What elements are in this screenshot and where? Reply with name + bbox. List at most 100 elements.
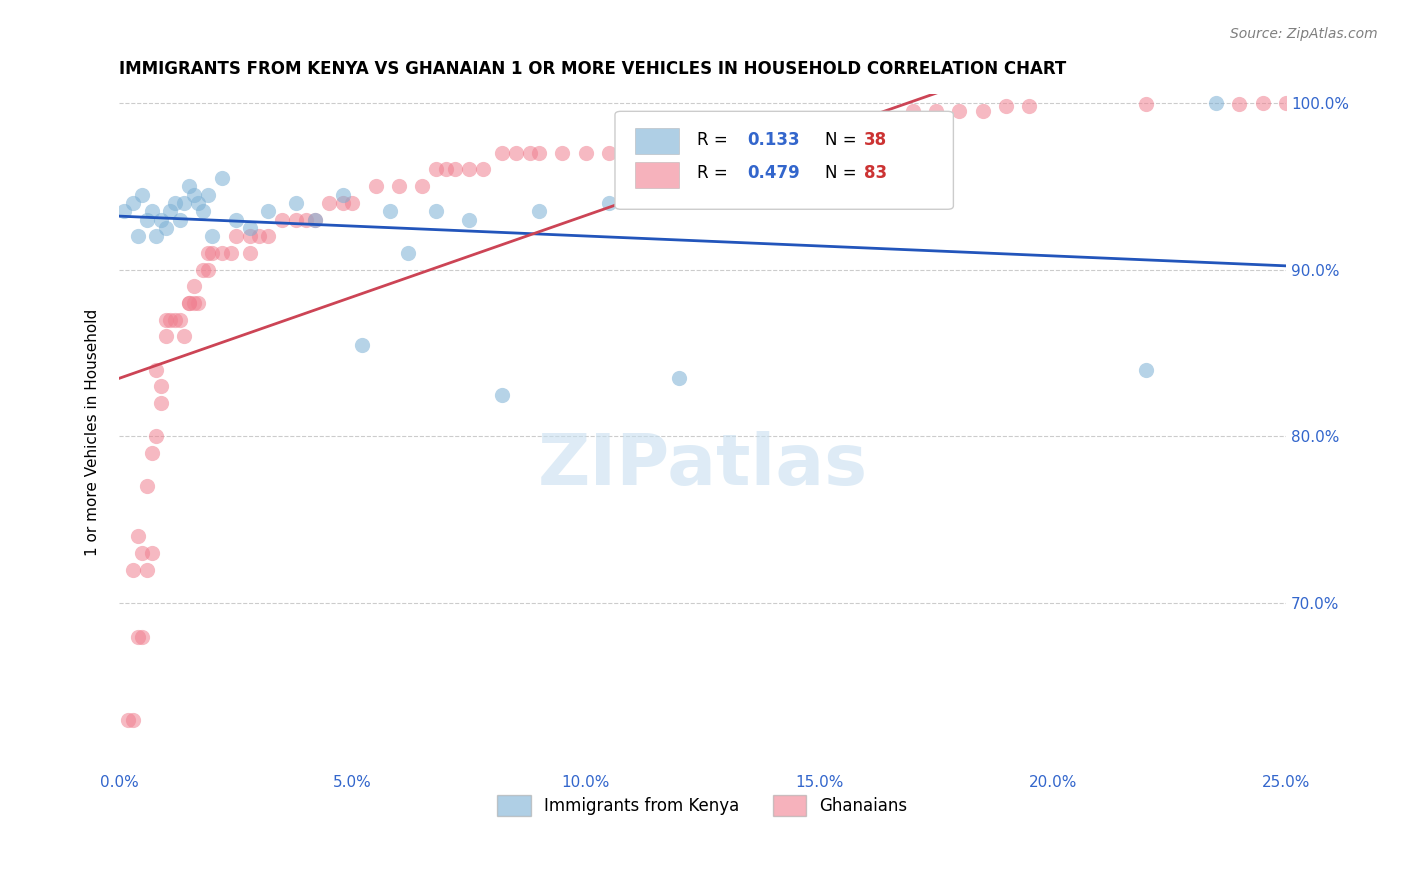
Point	[257, 229, 280, 244]
Point	[519, 145, 541, 160]
Point	[598, 195, 620, 210]
Point	[177, 179, 200, 194]
Point	[458, 162, 481, 177]
Point	[150, 396, 173, 410]
Point	[527, 204, 550, 219]
Point	[332, 187, 354, 202]
Point	[425, 204, 447, 219]
Point	[183, 187, 205, 202]
Point	[112, 772, 135, 786]
Point	[304, 212, 326, 227]
Point	[925, 187, 948, 202]
Point	[1205, 95, 1227, 110]
Point	[136, 212, 159, 227]
Point	[122, 713, 145, 727]
Point	[225, 229, 247, 244]
Point	[141, 546, 163, 560]
Point	[127, 630, 149, 644]
Point	[257, 204, 280, 219]
Text: ZIPatlas: ZIPatlas	[537, 432, 868, 500]
Point	[925, 104, 948, 119]
Point	[141, 204, 163, 219]
Point	[165, 195, 187, 210]
Point	[201, 229, 224, 244]
Point	[972, 104, 994, 119]
Point	[150, 379, 173, 393]
Point	[785, 120, 807, 135]
Point	[294, 212, 316, 227]
Point	[527, 145, 550, 160]
Point	[1018, 99, 1040, 113]
Text: 0.133: 0.133	[747, 131, 800, 149]
Point	[271, 212, 294, 227]
Point	[122, 195, 145, 210]
Point	[1135, 97, 1157, 112]
Point	[318, 195, 340, 210]
Text: 0.479: 0.479	[747, 164, 800, 183]
Point	[808, 120, 831, 135]
Text: R =: R =	[696, 131, 738, 149]
Point	[225, 212, 247, 227]
Point	[505, 145, 527, 160]
Point	[831, 112, 853, 127]
Point	[219, 246, 242, 260]
Point	[173, 329, 195, 343]
Point	[201, 246, 224, 260]
Point	[668, 371, 690, 385]
Legend: Immigrants from Kenya, Ghanaians: Immigrants from Kenya, Ghanaians	[491, 789, 914, 822]
Point	[247, 229, 270, 244]
Point	[364, 179, 387, 194]
Point	[285, 195, 308, 210]
Point	[145, 362, 167, 376]
Point	[1227, 97, 1250, 112]
Point	[901, 104, 924, 119]
Point	[668, 129, 690, 144]
Point	[411, 179, 433, 194]
Point	[491, 145, 513, 160]
FancyBboxPatch shape	[636, 128, 679, 154]
Text: N =: N =	[825, 131, 862, 149]
Point	[136, 479, 159, 493]
Point	[211, 246, 233, 260]
Point	[239, 220, 262, 235]
Point	[177, 296, 200, 310]
Point	[332, 195, 354, 210]
Point	[398, 246, 420, 260]
Point	[169, 312, 191, 326]
Point	[165, 312, 187, 326]
Point	[444, 162, 467, 177]
Point	[1275, 95, 1298, 110]
Point	[388, 179, 411, 194]
Point	[127, 229, 149, 244]
FancyBboxPatch shape	[614, 112, 953, 210]
Point	[131, 630, 153, 644]
Point	[575, 145, 598, 160]
Point	[191, 204, 214, 219]
Point	[211, 170, 233, 185]
Point	[994, 99, 1017, 113]
Point	[350, 337, 373, 351]
Point	[159, 312, 181, 326]
Point	[458, 212, 481, 227]
Point	[239, 246, 262, 260]
Point	[183, 296, 205, 310]
Point	[145, 429, 167, 443]
Text: IMMIGRANTS FROM KENYA VS GHANAIAN 1 OR MORE VEHICLES IN HOUSEHOLD CORRELATION CH: IMMIGRANTS FROM KENYA VS GHANAIAN 1 OR M…	[120, 60, 1066, 78]
Point	[155, 329, 177, 343]
Point	[197, 262, 219, 277]
Point	[177, 296, 200, 310]
FancyBboxPatch shape	[636, 162, 679, 187]
Point	[145, 229, 167, 244]
Point	[472, 162, 495, 177]
Point	[692, 129, 714, 144]
Point	[183, 279, 205, 293]
Point	[877, 112, 900, 127]
Point	[434, 162, 457, 177]
Point	[714, 129, 737, 144]
Point	[1135, 362, 1157, 376]
Point	[761, 120, 783, 135]
Point	[1251, 95, 1274, 110]
Point	[738, 129, 761, 144]
Point	[136, 563, 159, 577]
Point	[598, 145, 620, 160]
